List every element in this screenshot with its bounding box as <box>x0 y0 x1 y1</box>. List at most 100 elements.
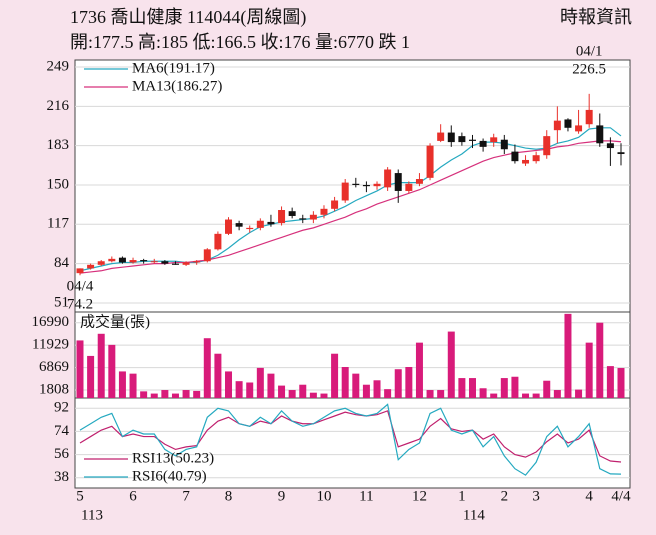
bar <box>394 369 402 398</box>
candle-body <box>320 208 328 215</box>
candle-body <box>256 220 264 228</box>
annotation-date: 04/4 <box>67 279 94 295</box>
bar <box>299 384 307 398</box>
bar <box>352 373 360 398</box>
bar <box>447 331 455 398</box>
bar <box>585 342 593 398</box>
y-tick-label: 249 <box>47 58 70 74</box>
bar <box>76 340 84 398</box>
candle-body <box>500 139 508 150</box>
candle-body <box>447 132 455 143</box>
line <box>79 127 622 272</box>
y-tick-label: 92 <box>54 400 69 416</box>
candle-body <box>246 227 254 230</box>
legend-label: RSI6(40.79) <box>132 468 207 484</box>
candle-body <box>331 200 339 209</box>
bar <box>479 388 487 398</box>
bar <box>150 393 158 398</box>
candle-body <box>606 143 614 149</box>
candle-body <box>490 137 498 143</box>
candle-body <box>278 210 286 224</box>
bar <box>522 393 530 398</box>
candle-body <box>543 136 551 156</box>
candle-body <box>108 258 116 262</box>
y-tick-label: 11929 <box>32 337 69 353</box>
candle-body <box>225 219 233 234</box>
candle-body <box>585 109 593 125</box>
candle-body <box>532 155 540 162</box>
line <box>79 403 622 476</box>
year-label: 113 <box>81 507 103 523</box>
y-tick-label: 117 <box>47 216 69 232</box>
candle-body <box>511 151 519 162</box>
bar <box>140 391 148 398</box>
x-tick-label: 6 <box>129 488 137 504</box>
bar <box>108 344 116 398</box>
candle-body <box>341 182 349 201</box>
bar <box>225 371 233 398</box>
candle-body <box>76 268 84 274</box>
y-tick-label: 6869 <box>39 359 69 375</box>
candle-body <box>161 261 169 264</box>
bar <box>182 390 190 398</box>
y-tick-label: 16990 <box>32 314 70 330</box>
bar <box>129 373 137 398</box>
x-tick-label: 3 <box>532 488 540 504</box>
y-tick-label: 216 <box>47 98 70 114</box>
legend-label: MA6(191.17) <box>132 60 215 76</box>
bar <box>331 353 339 398</box>
candle-body <box>352 183 360 185</box>
candle-body <box>415 179 423 184</box>
bar <box>246 382 254 398</box>
annotation-value: 226.5 <box>572 61 606 77</box>
x-tick-label: 5 <box>76 488 84 504</box>
bar <box>362 384 370 398</box>
plot-area <box>74 59 631 489</box>
x-tick-label: 11 <box>359 488 373 504</box>
candle-body <box>468 139 476 141</box>
candle-body <box>564 119 572 128</box>
y-tick-label: 1808 <box>39 381 69 397</box>
candle-body <box>373 183 381 187</box>
x-tick-label: 8 <box>225 488 233 504</box>
bar <box>214 353 222 398</box>
bar <box>500 378 508 398</box>
bar <box>203 338 211 398</box>
candle-body <box>575 125 583 132</box>
candle-body <box>617 152 625 155</box>
candle-body <box>118 257 126 263</box>
candle-body <box>553 120 561 131</box>
candle-body <box>203 249 211 262</box>
candle-body <box>405 183 413 191</box>
candle-body <box>235 223 243 227</box>
x-tick-label: 10 <box>316 488 331 504</box>
source: 時報資訊 <box>560 7 632 27</box>
y-tick-label: 74 <box>54 423 70 439</box>
bar <box>415 342 423 398</box>
candle-body <box>437 132 445 141</box>
bar <box>320 393 328 398</box>
bar <box>87 355 95 398</box>
stats: 開:177.5 高:185 低:166.5 收:176 量:6770 跌 1 <box>70 32 410 52</box>
y-tick-label: 150 <box>47 176 70 192</box>
candle-body <box>426 145 434 178</box>
bar <box>161 390 169 398</box>
candle-body <box>150 261 158 263</box>
x-tick-label: 4/4 <box>611 488 631 504</box>
bar <box>267 373 275 398</box>
bar <box>617 368 625 398</box>
x-tick-label: 12 <box>412 488 427 504</box>
candle-body <box>362 184 370 187</box>
bar <box>575 389 583 398</box>
candle-body <box>394 173 402 191</box>
bar <box>606 366 614 398</box>
year-label: 114 <box>463 507 485 523</box>
x-tick-label: 1 <box>458 488 466 504</box>
legend-label: MA13(186.27) <box>132 78 222 94</box>
chart-title: 1736 喬山健康 114044(周線圖) <box>70 7 306 28</box>
candle-body <box>182 262 190 265</box>
candle-body <box>171 263 179 265</box>
candle-body <box>214 233 222 250</box>
candle-body <box>384 169 392 188</box>
